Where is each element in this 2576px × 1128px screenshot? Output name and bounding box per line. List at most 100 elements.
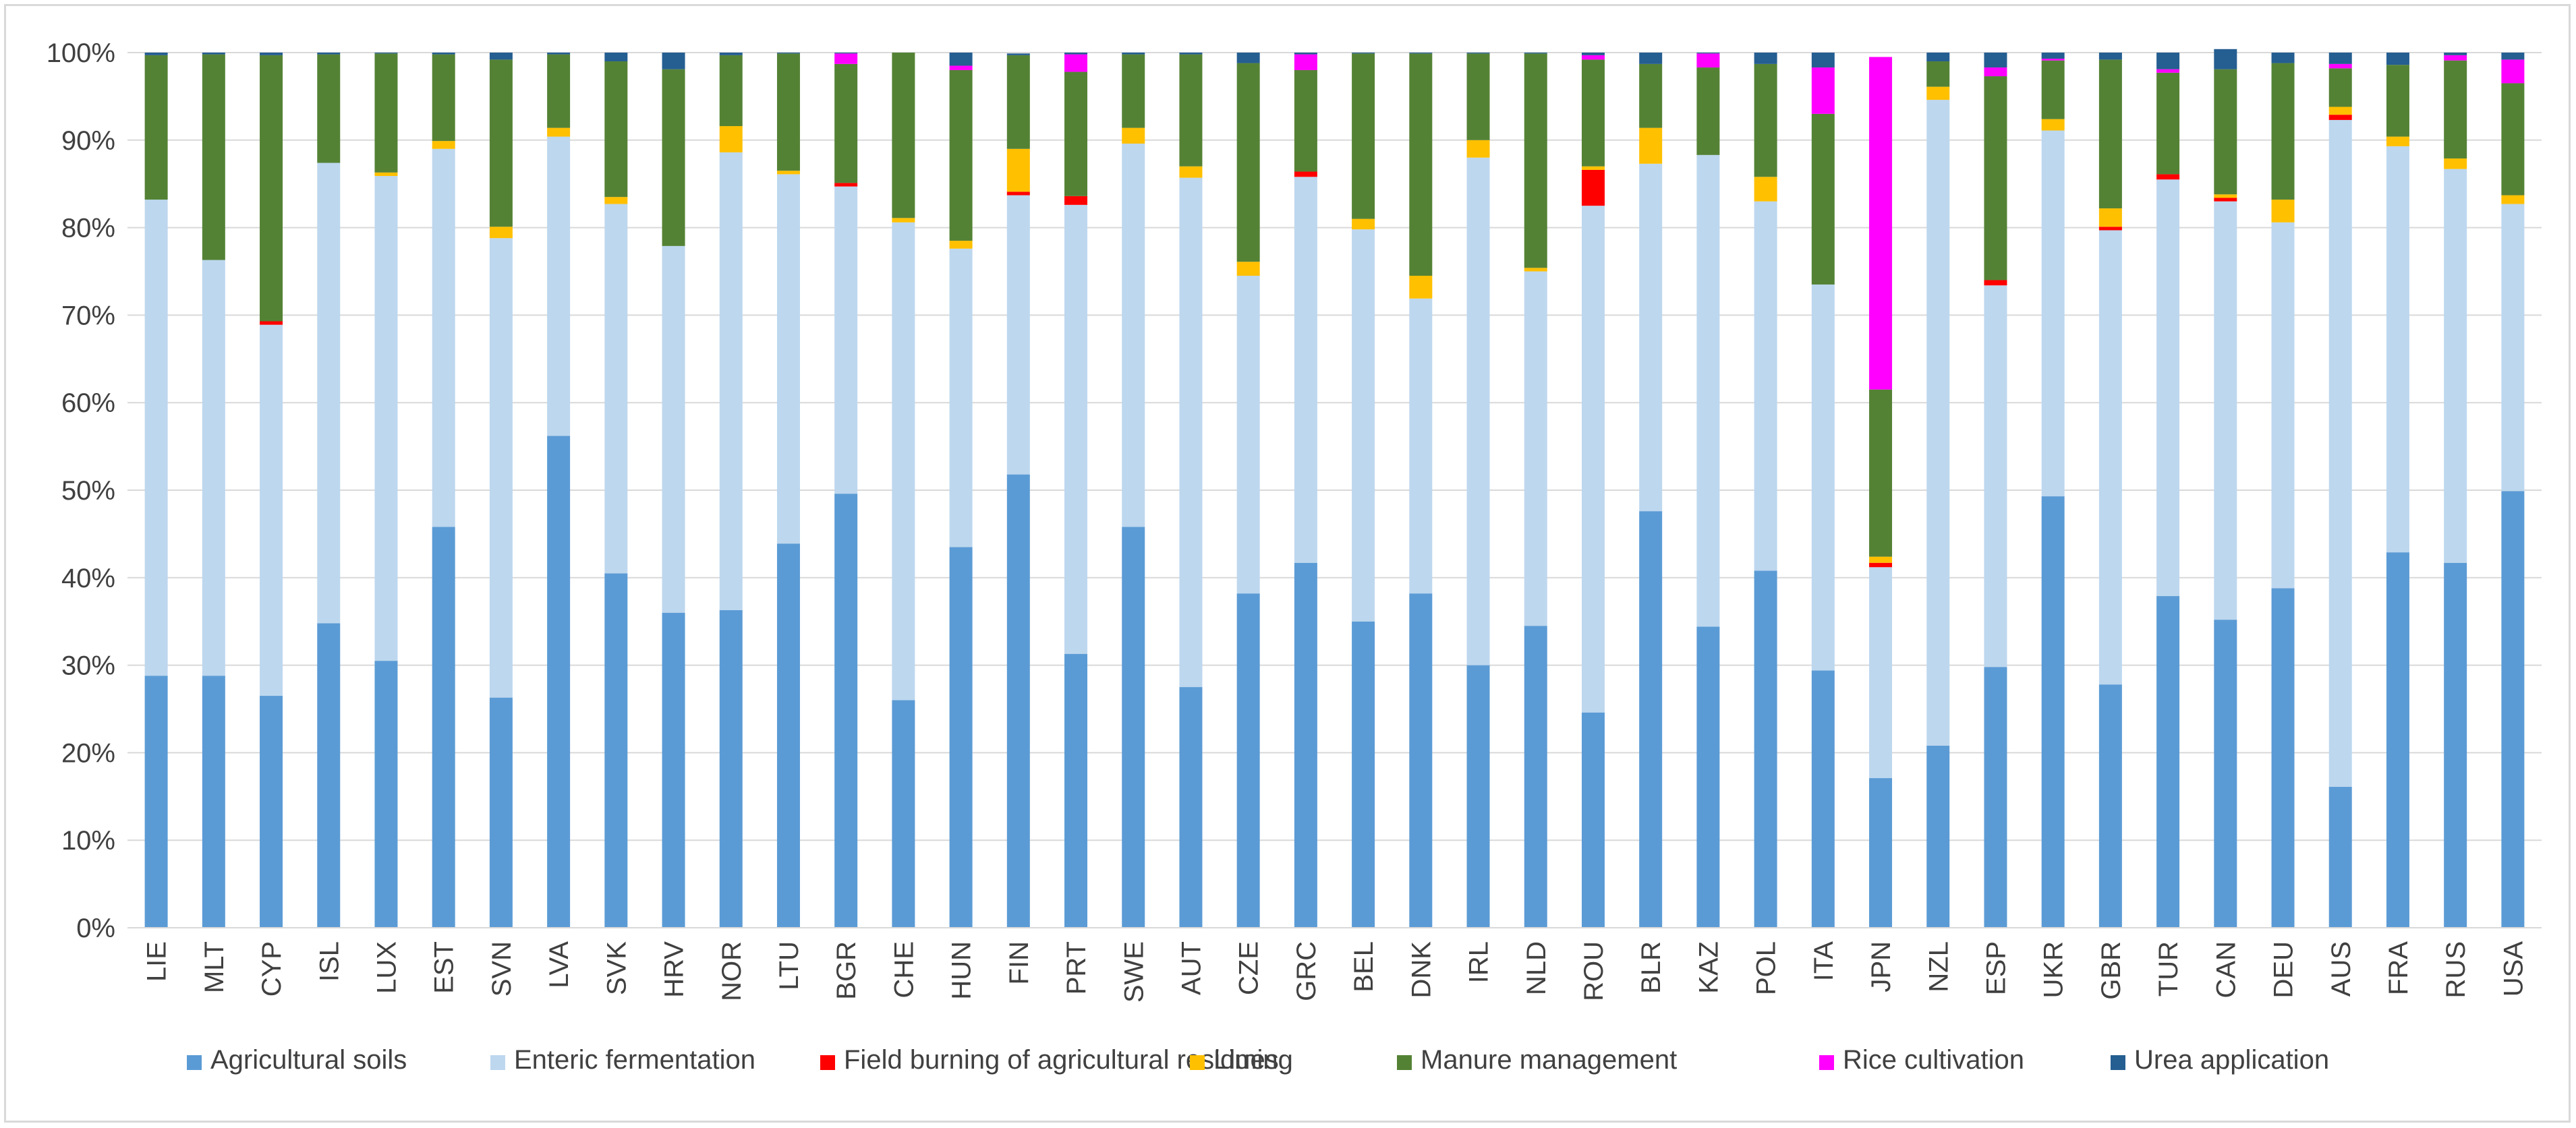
bar-segment-deu-6 xyxy=(2271,53,2295,63)
bar-segment-ltu-0 xyxy=(776,543,800,928)
bar-segment-ltu-1 xyxy=(776,174,800,544)
bar-segment-esp-6 xyxy=(1984,53,2007,68)
x-tick-label: CYP xyxy=(257,941,287,997)
bar-segment-fra-0 xyxy=(2386,552,2409,928)
x-tick-label: SVK xyxy=(602,941,631,995)
bar-segment-hrv-1 xyxy=(662,245,685,613)
bar-segment-fra-4 xyxy=(2386,65,2409,137)
bar-segment-dnk-4 xyxy=(1409,53,1433,276)
legend-label: Manure management xyxy=(1421,1045,1677,1075)
bar-segment-nor-0 xyxy=(719,610,743,928)
bar-segment-hun-5 xyxy=(949,65,973,70)
bar-segment-isl-4 xyxy=(317,54,341,163)
x-tick-label: AUT xyxy=(1176,941,1206,995)
bar-segment-lux-0 xyxy=(374,661,398,928)
bar-segment-gbr-4 xyxy=(2098,59,2122,209)
bar-segment-che-3 xyxy=(892,218,915,222)
legend-label: Liming xyxy=(1213,1045,1293,1075)
bar-segment-nor-4 xyxy=(719,55,743,127)
bar-segment-kaz-4 xyxy=(1696,67,1720,155)
bar-segment-che-4 xyxy=(892,53,915,218)
x-tick-label: DNK xyxy=(1406,941,1436,999)
x-tick-label: LUX xyxy=(372,941,401,994)
bar-segment-irl-3 xyxy=(1466,140,1490,158)
bar-segment-kaz-1 xyxy=(1696,154,1720,627)
bar-segment-prt-5 xyxy=(1064,54,1088,72)
bar-segment-lva-1 xyxy=(547,136,571,436)
x-tick-label: KAZ xyxy=(1694,941,1723,994)
bar-segment-ukr-0 xyxy=(2041,496,2065,928)
bar-segment-usa-5 xyxy=(2501,59,2525,84)
bar-segment-che-1 xyxy=(892,222,915,701)
bar-segment-tur-2 xyxy=(2156,174,2180,180)
bar-segment-deu-1 xyxy=(2271,222,2295,589)
bar-segment-ita-4 xyxy=(1811,113,1835,285)
gridlines xyxy=(127,52,2542,841)
bar-segment-svn-4 xyxy=(489,59,513,227)
bar-segment-svk-0 xyxy=(604,573,628,928)
bar-segment-hun-4 xyxy=(949,69,973,241)
bar-segment-lie-0 xyxy=(144,676,168,928)
bar-segment-prt-2 xyxy=(1064,196,1088,205)
bar-segment-kaz-0 xyxy=(1696,626,1720,928)
bar-segment-mlt-0 xyxy=(202,676,225,928)
bar-segment-fra-3 xyxy=(2386,136,2409,146)
bar-segment-aus-3 xyxy=(2328,107,2352,115)
bar-segment-bel-1 xyxy=(1352,229,1375,622)
bar-segment-svk-3 xyxy=(604,197,628,204)
bar-segment-svn-1 xyxy=(489,238,513,698)
x-tick-label: LIE xyxy=(142,941,172,982)
bar-segment-usa-1 xyxy=(2501,204,2525,492)
y-tick-label: 80% xyxy=(61,214,115,243)
bar-segment-cyp-1 xyxy=(260,324,283,696)
bar-segment-svk-6 xyxy=(604,53,628,61)
bar-segment-jpn-4 xyxy=(1869,389,1893,557)
x-tick-label: FIN xyxy=(1004,941,1034,984)
bar-segment-hun-1 xyxy=(949,248,973,547)
x-tick-label: DEU xyxy=(2269,941,2299,998)
bar-segment-usa-6 xyxy=(2501,53,2525,60)
bar-segment-gbr-2 xyxy=(2098,227,2122,231)
bar-segment-jpn-0 xyxy=(1869,778,1893,928)
bar-segment-lva-3 xyxy=(547,127,571,137)
y-tick-label: 60% xyxy=(61,388,115,418)
bar-segment-rus-1 xyxy=(2444,169,2467,563)
bar-segment-grc-4 xyxy=(1294,69,1317,172)
bar-segment-ita-1 xyxy=(1811,284,1835,671)
bar-segment-hrv-0 xyxy=(662,612,685,928)
bar-segment-mlt-4 xyxy=(202,54,225,260)
bar-segment-lie-1 xyxy=(144,200,168,676)
y-tick-label: 40% xyxy=(61,564,115,593)
x-tick-label: ESP xyxy=(1981,941,2011,995)
x-tick-label: FRA xyxy=(2384,941,2413,995)
bar-segment-lux-3 xyxy=(374,172,398,177)
bar-segment-tur-5 xyxy=(2156,69,2180,73)
bar-segment-grc-6 xyxy=(1294,53,1317,55)
bar-segment-che-0 xyxy=(892,700,915,928)
bar-segment-nld-0 xyxy=(1524,626,1547,928)
bar-segment-est-4 xyxy=(432,54,455,142)
bar-segment-fin-6 xyxy=(1006,53,1030,55)
x-tick-label: CHE xyxy=(889,941,919,998)
axes: 0% 10% 20% 30% 40% 50% 60% 70% 80% 90% 100% LIE MLT C… xyxy=(47,38,2542,1003)
bar-segment-aus-6 xyxy=(2328,53,2352,64)
bar-segment-cyp-2 xyxy=(260,321,283,325)
x-tick-label: PRT xyxy=(1062,941,1091,995)
bar-segment-rus-6 xyxy=(2444,53,2467,55)
x-tick-label: ROU xyxy=(1579,941,1609,1001)
y-tick-label: 100% xyxy=(47,38,115,68)
x-tick-label: BLR xyxy=(1636,941,1666,994)
bar-segment-can-3 xyxy=(2214,194,2237,198)
bar-segment-cze-4 xyxy=(1236,63,1260,262)
bar-segment-ukr-3 xyxy=(2041,119,2065,131)
bar-segment-ukr-6 xyxy=(2041,53,2065,59)
bar-segment-bel-4 xyxy=(1352,53,1375,219)
x-tick-label: AUS xyxy=(2326,941,2356,997)
bar-segment-kaz-5 xyxy=(1696,53,1720,68)
legend-label: Field burning of agricultural residues xyxy=(844,1045,1279,1075)
bar-segment-swe-1 xyxy=(1122,143,1145,527)
bar-segment-bgr-0 xyxy=(834,494,858,928)
bar-segment-can-2 xyxy=(2214,198,2237,202)
bar-segment-rou-5 xyxy=(1581,55,1605,60)
bar-segment-blr-0 xyxy=(1639,511,1663,928)
